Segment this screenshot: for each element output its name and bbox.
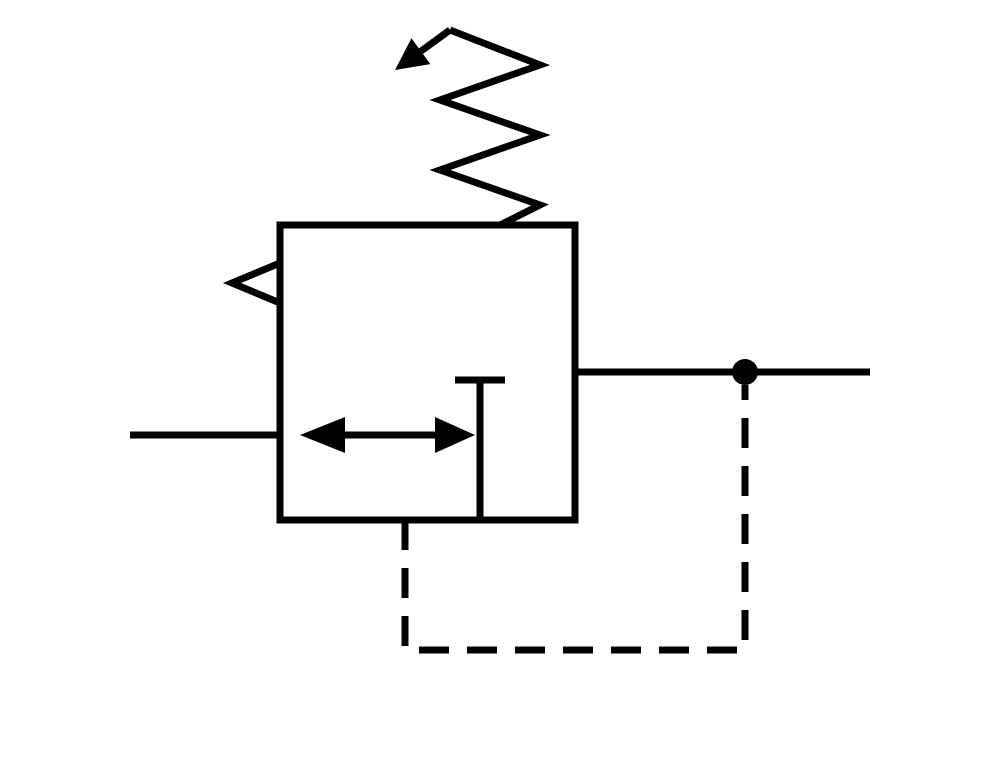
junction-node-icon: [732, 359, 758, 385]
pressure-regulator-diagram: [0, 0, 1000, 764]
